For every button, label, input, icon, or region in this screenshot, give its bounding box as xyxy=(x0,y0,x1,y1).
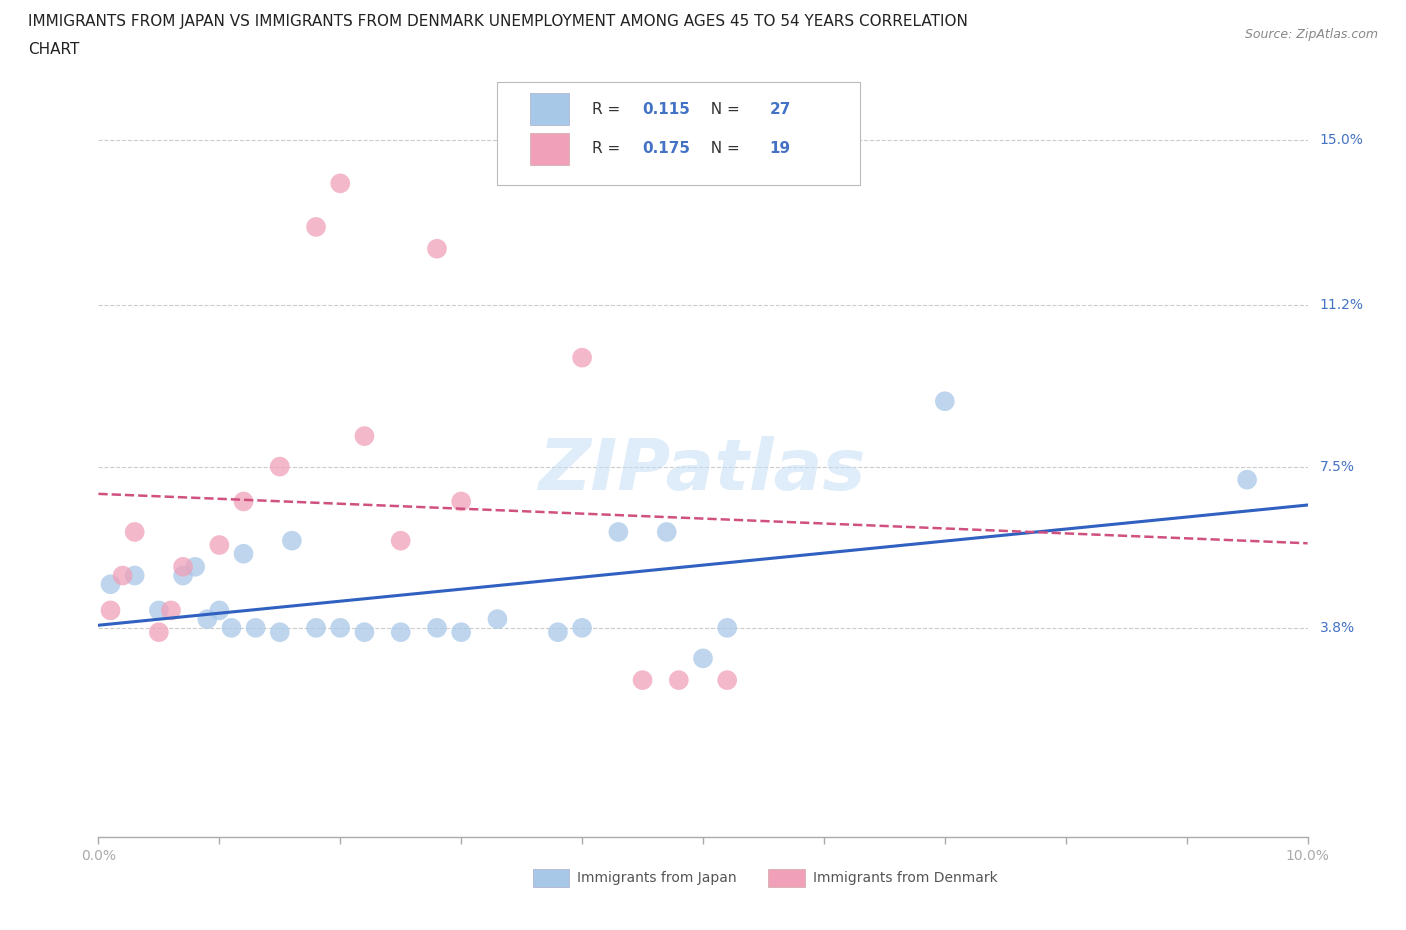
Point xyxy=(281,533,304,548)
Point xyxy=(221,620,243,635)
Point xyxy=(124,525,146,539)
Point xyxy=(269,625,291,640)
Text: 19: 19 xyxy=(769,141,790,156)
Point xyxy=(100,577,122,591)
Point xyxy=(195,612,218,627)
Point xyxy=(571,620,593,635)
Point xyxy=(353,429,375,444)
Point xyxy=(269,459,291,474)
Text: CHART: CHART xyxy=(28,42,80,57)
Text: 0.175: 0.175 xyxy=(643,141,690,156)
Point xyxy=(305,219,328,234)
Point xyxy=(547,625,569,640)
Point xyxy=(607,525,630,539)
Point xyxy=(232,494,254,509)
Text: ZIPatlas: ZIPatlas xyxy=(540,436,866,505)
Point xyxy=(389,533,412,548)
Point xyxy=(450,625,472,640)
Point xyxy=(232,546,254,561)
Point xyxy=(148,603,170,618)
Point xyxy=(716,672,738,687)
FancyBboxPatch shape xyxy=(768,869,804,887)
Point xyxy=(353,625,375,640)
Point xyxy=(631,672,654,687)
Point xyxy=(208,603,231,618)
Text: R =: R = xyxy=(592,102,624,117)
Text: Immigrants from Japan: Immigrants from Japan xyxy=(578,871,737,885)
Text: IMMIGRANTS FROM JAPAN VS IMMIGRANTS FROM DENMARK UNEMPLOYMENT AMONG AGES 45 TO 5: IMMIGRANTS FROM JAPAN VS IMMIGRANTS FROM… xyxy=(28,14,967,29)
Point xyxy=(692,651,714,666)
Text: 27: 27 xyxy=(769,102,792,117)
Text: 7.5%: 7.5% xyxy=(1320,459,1354,473)
Point xyxy=(172,559,194,574)
Point xyxy=(148,625,170,640)
Point xyxy=(716,620,738,635)
Point xyxy=(426,620,449,635)
Point xyxy=(184,559,207,574)
Text: 11.2%: 11.2% xyxy=(1320,299,1364,312)
Text: Source: ZipAtlas.com: Source: ZipAtlas.com xyxy=(1244,28,1378,41)
Point xyxy=(1236,472,1258,487)
Point xyxy=(100,603,122,618)
FancyBboxPatch shape xyxy=(498,82,860,185)
Text: 15.0%: 15.0% xyxy=(1320,133,1364,147)
Point xyxy=(208,538,231,552)
Text: Immigrants from Denmark: Immigrants from Denmark xyxy=(813,871,998,885)
Text: 0.115: 0.115 xyxy=(643,102,690,117)
FancyBboxPatch shape xyxy=(530,94,569,126)
Point xyxy=(172,568,194,583)
Point xyxy=(160,603,183,618)
Point xyxy=(934,393,956,408)
Point xyxy=(655,525,678,539)
Point xyxy=(426,241,449,256)
FancyBboxPatch shape xyxy=(530,133,569,165)
Point xyxy=(450,494,472,509)
Point xyxy=(329,620,352,635)
Point xyxy=(571,351,593,365)
Point xyxy=(305,620,328,635)
Point xyxy=(668,672,690,687)
Point xyxy=(245,620,267,635)
Text: N =: N = xyxy=(700,141,744,156)
Point xyxy=(124,568,146,583)
Point xyxy=(486,612,509,627)
Point xyxy=(111,568,134,583)
Text: 3.8%: 3.8% xyxy=(1320,621,1355,635)
Text: R =: R = xyxy=(592,141,624,156)
Point xyxy=(389,625,412,640)
Point xyxy=(329,176,352,191)
Text: N =: N = xyxy=(700,102,744,117)
FancyBboxPatch shape xyxy=(533,869,569,887)
